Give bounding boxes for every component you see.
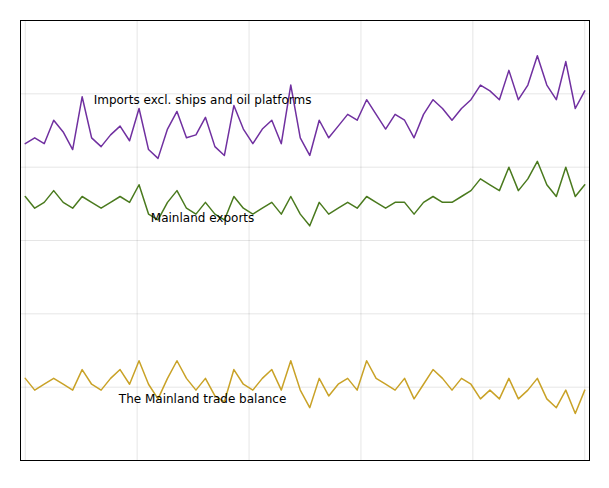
svg-text:Imports excl. ships and oil pl: Imports excl. ships and oil platforms bbox=[94, 93, 312, 107]
svg-text:The Mainland trade balance: The Mainland trade balance bbox=[118, 392, 287, 406]
svg-text:Mainland exports: Mainland exports bbox=[151, 211, 255, 225]
